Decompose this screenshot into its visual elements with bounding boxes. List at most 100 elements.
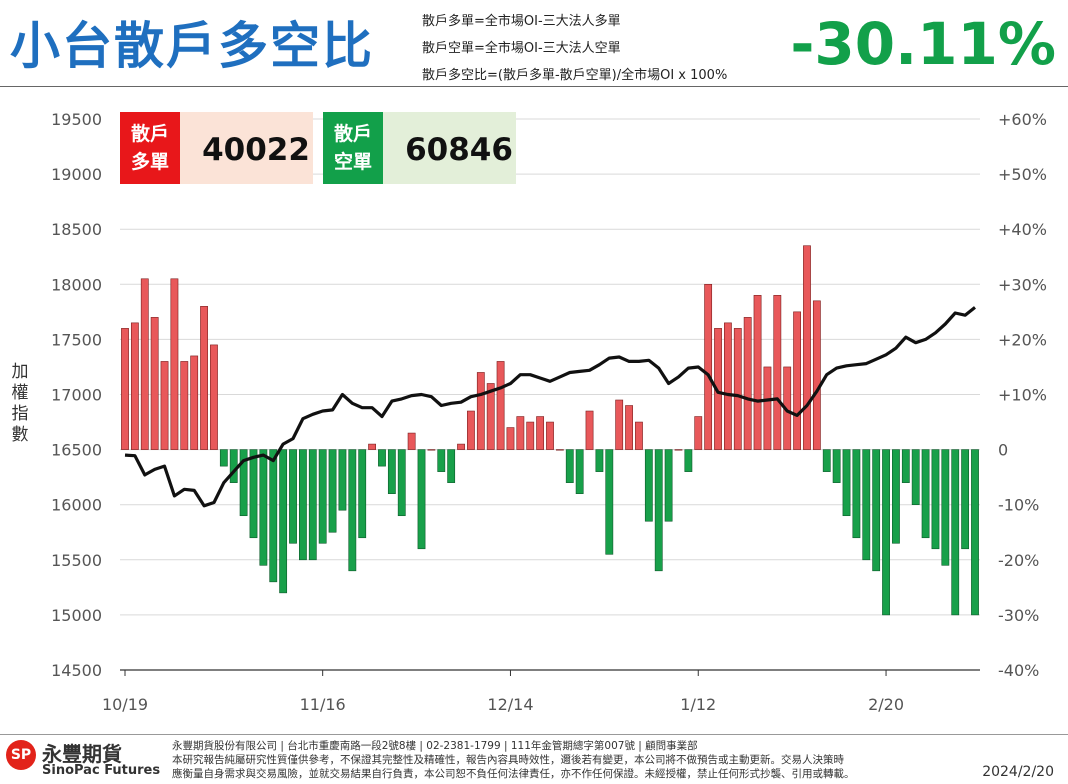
ratio-bar [842,449,851,517]
ratio-bar [368,443,376,450]
x-tick-label: 11/16 [300,695,346,714]
ratio-bar [299,449,307,561]
ratio-bar [447,449,456,483]
ratio-bar [180,361,189,450]
ratio-bar [555,449,564,451]
ratio-bar [911,449,920,506]
right-tick-label: +50% [998,165,1047,184]
ratio-bar [892,449,900,544]
ratio-bar [901,449,910,483]
formula-long: 散戶多單=全市場OI-三大法人多單 [422,14,621,29]
left-tick-label: 15500 [51,551,102,570]
disclaimer-line-1: 永豐期貨股份有限公司 | 台北市重慶南路一段2號8樓 | 02-2381-179… [172,740,698,752]
left-tick-label: 16000 [51,496,102,515]
ratio-bar [289,449,297,544]
left-tick-label: 17000 [51,386,102,405]
right-tick-label: -10% [998,496,1039,515]
ratio-bar [496,361,505,450]
ratio-bar [279,449,288,594]
page-title: 小台散戶多空比 [10,17,374,75]
left-tick-label: 18500 [51,220,102,239]
right-tick-label: -20% [998,551,1039,570]
ratio-bar [219,449,228,467]
ratio-bar [150,317,159,450]
ratio-bar [674,449,683,451]
ratio-bar [397,449,406,517]
disclaimer-line-3: 應衡量自身需求與交易風險，並就交易結果自行負責，本公司恕不負任何法律責任，亦不作… [172,768,855,780]
ratio-bar [773,295,782,450]
ratio-bar [516,416,525,450]
ratio-bar [882,449,890,616]
right-tick-label: -40% [998,661,1039,680]
y-axis-label: 加權指數 [10,362,30,446]
right-tick-label: +60% [998,110,1047,129]
ratio-bar [387,449,396,494]
left-tick-label: 19500 [51,110,102,129]
ratio-bar [467,410,475,450]
company-name-en: SinoPac Futures [42,763,161,778]
long-label-box [120,112,180,184]
ratio-bars [121,245,979,616]
ratio-bar [378,449,386,467]
index-line-group [124,306,976,508]
ratio-bar [269,449,278,583]
ratio-bar [704,283,713,450]
disclaimer-line-2: 本研究報告純屬研究性質僅供參考，不保證其完整性及精確性，報告內容具時效性，邇後若… [172,754,844,766]
formula-block: 散戶多單=全市場OI-三大法人多單 散戶空單=全市場OI-三大法人空單 散戶多空… [422,8,727,89]
x-tick-label: 10/19 [102,695,148,714]
long-label-line2: 多單 [131,150,169,173]
sinopac-logo: SP [6,740,36,770]
long-value: 40022 [202,132,310,168]
ratio-bar [753,295,762,450]
ratio-bar [427,449,436,451]
long-label-line1: 散戶 [131,122,169,145]
chart-canvas: 19500 +60% 19000 +50% 18500 +40% 18000 +30% 1750… [51,110,1047,714]
ratio-bar [862,449,871,561]
ratio-bar [239,449,248,517]
ratio-bar [506,427,515,450]
ratio-bar [318,449,327,544]
right-tick-label: -30% [998,606,1039,625]
ratio-bar [635,421,643,450]
ratio-bar [872,449,881,572]
ratio-bar [743,317,752,450]
ratio-bar [971,449,979,616]
footer-divider [0,734,1068,735]
ratio-bar [417,449,426,550]
ratio-bar [605,449,614,555]
ratio-bar [852,449,861,539]
left-tick-label: 17500 [51,330,102,349]
ratio-bar [625,405,633,450]
long-value-box [180,112,313,184]
short-label-line2: 空單 [334,150,372,173]
ratio-bar [812,300,821,450]
ratio-bar [822,449,831,472]
ratio-bar [575,449,584,494]
ratio-bar [457,443,465,450]
ratio-bar [941,449,950,566]
ratio-bar [595,449,604,472]
x-tick-label: 1/12 [680,695,716,714]
ratio-bar [249,449,258,539]
left-tick-label: 15000 [51,606,102,625]
ratio-bar [229,449,238,483]
left-tick-label: 18000 [51,275,102,294]
ratio-bar [931,449,940,550]
left-tick-label: 16500 [51,441,102,460]
formula-short: 散戶空單=全市場OI-三大法人空單 [422,41,621,56]
ratio-bar [348,449,357,572]
legend-boxes: 散戶 多單 40022 散戶 空單 60846 [120,112,516,184]
ratio-bar [210,344,218,450]
ratio-bar [832,449,841,483]
ratio-bar [803,245,811,450]
ratio-bar [793,311,801,450]
ratio-bar [190,355,199,450]
ratio-bar [921,449,930,539]
ratio-bar [476,372,485,450]
ratio-bar [585,410,594,450]
ratio-bar [170,278,179,450]
ratio-bar [160,361,169,450]
current-ratio-value: -30.11% [790,10,1056,78]
ratio-bar [526,421,535,450]
right-tick-label: +30% [998,275,1047,294]
